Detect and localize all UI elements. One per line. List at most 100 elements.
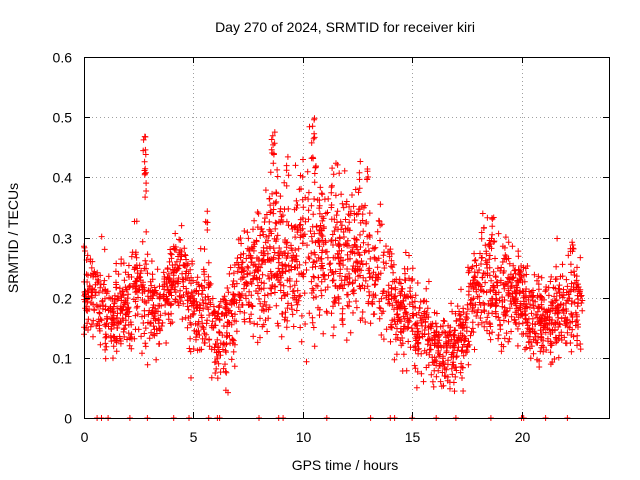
data-point [156, 302, 163, 309]
data-point [310, 135, 317, 142]
x-tick-label: 15 [405, 429, 421, 445]
data-point [531, 271, 538, 278]
data-point [461, 337, 467, 344]
data-point [273, 302, 280, 309]
data-point [315, 304, 321, 311]
data-point [245, 264, 252, 271]
data-point [165, 289, 172, 296]
data-point [538, 301, 545, 308]
data-point [235, 261, 242, 268]
data-point [232, 311, 238, 318]
data-point [263, 211, 270, 218]
data-point [199, 335, 206, 342]
data-point [414, 368, 421, 375]
data-point [114, 324, 121, 331]
data-point [120, 326, 127, 333]
data-point [416, 304, 423, 311]
data-point [510, 262, 517, 269]
data-point [141, 330, 148, 337]
data-point [288, 263, 295, 270]
data-point [346, 203, 353, 210]
data-point [239, 265, 246, 272]
data-point [501, 281, 508, 288]
data-point [180, 291, 187, 298]
data-point [451, 388, 458, 395]
data-point [441, 373, 448, 379]
data-point [279, 212, 286, 219]
data-point [477, 315, 484, 321]
data-point [179, 276, 186, 283]
data-point [484, 327, 490, 334]
data-point [244, 271, 251, 278]
data-point [505, 255, 512, 262]
data-point [536, 305, 543, 312]
data-point [476, 281, 483, 288]
data-point [230, 348, 237, 355]
data-point [540, 344, 547, 351]
data-point [84, 298, 91, 305]
data-point [108, 325, 115, 332]
data-point [412, 321, 419, 328]
data-point [125, 262, 132, 269]
data-point [311, 115, 318, 122]
data-point [465, 291, 472, 298]
data-point [299, 173, 306, 180]
data-point [559, 307, 566, 314]
data-point [216, 316, 223, 323]
data-point [556, 332, 563, 339]
data-point [142, 151, 149, 158]
data-point [144, 270, 151, 277]
data-point [289, 311, 296, 318]
data-point [512, 309, 519, 316]
data-point [289, 247, 296, 254]
data-point [268, 146, 275, 153]
data-point [285, 172, 292, 179]
data-point [402, 277, 409, 284]
data-point [270, 254, 277, 261]
data-point [143, 228, 150, 235]
data-point [164, 265, 171, 271]
data-point [460, 388, 467, 394]
data-point [502, 312, 509, 319]
data-point [474, 269, 481, 276]
data-point [433, 373, 440, 380]
data-point [565, 297, 572, 304]
data-point [186, 345, 193, 352]
data-point [184, 275, 191, 282]
data-point [388, 257, 395, 264]
data-point [467, 332, 474, 339]
data-point [125, 313, 132, 320]
data-point [195, 290, 202, 297]
data-point [335, 255, 342, 262]
data-point [330, 303, 336, 310]
data-point [149, 295, 156, 302]
data-point [256, 296, 262, 302]
data-point [217, 369, 224, 376]
data-point [92, 273, 99, 280]
data-point [207, 301, 214, 308]
data-point [311, 170, 318, 177]
data-point [489, 216, 496, 223]
data-point [476, 299, 483, 306]
data-point [471, 250, 478, 257]
data-point [88, 264, 95, 271]
data-point [547, 349, 554, 356]
data-point [478, 255, 485, 261]
data-point [508, 313, 515, 320]
data-point [248, 311, 255, 318]
data-point [318, 227, 325, 234]
data-point [571, 299, 578, 306]
data-point [560, 286, 567, 293]
data-point [450, 331, 457, 338]
data-point [145, 287, 152, 294]
data-point [413, 311, 420, 318]
data-point [180, 283, 187, 290]
data-point [568, 310, 575, 317]
data-point [318, 278, 325, 285]
data-point [296, 222, 303, 229]
data-point [148, 258, 155, 265]
data-point [140, 320, 147, 326]
data-point [102, 355, 109, 362]
data-point [354, 246, 361, 253]
data-point [492, 301, 499, 307]
